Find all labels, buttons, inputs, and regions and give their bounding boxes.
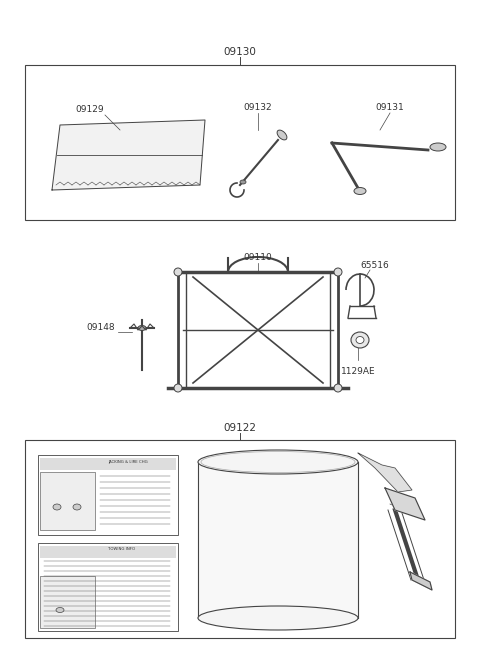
Ellipse shape (56, 607, 64, 612)
Bar (25, 65, 455, 220)
Text: 09131: 09131 (376, 103, 404, 113)
Text: 1129AE: 1129AE (341, 367, 375, 377)
Text: TOWING INFO: TOWING INFO (108, 547, 135, 551)
Bar (40, 472, 95, 530)
Polygon shape (410, 572, 432, 590)
Ellipse shape (356, 337, 364, 343)
Polygon shape (52, 120, 205, 190)
Ellipse shape (174, 268, 182, 276)
Polygon shape (198, 462, 358, 618)
Text: 09122: 09122 (224, 423, 256, 433)
Bar (38, 543, 178, 631)
Ellipse shape (198, 606, 358, 630)
Bar (38, 455, 178, 535)
Text: 65516: 65516 (360, 261, 389, 269)
Text: 09130: 09130 (224, 47, 256, 57)
Polygon shape (358, 453, 412, 492)
Ellipse shape (430, 143, 446, 151)
Ellipse shape (354, 187, 366, 195)
Ellipse shape (334, 384, 342, 392)
Text: 09110: 09110 (244, 253, 272, 263)
Ellipse shape (351, 332, 369, 348)
Bar (40, 576, 95, 628)
Text: 09129: 09129 (76, 105, 104, 115)
Bar (40, 458, 176, 470)
Text: 09148: 09148 (86, 324, 115, 333)
Ellipse shape (240, 180, 246, 184)
Ellipse shape (198, 450, 358, 474)
Ellipse shape (73, 504, 81, 510)
Ellipse shape (138, 326, 146, 331)
Ellipse shape (334, 268, 342, 276)
Text: JACKING & LIRE CHG: JACKING & LIRE CHG (108, 460, 148, 464)
Bar (25, 440, 455, 638)
Polygon shape (385, 488, 425, 520)
Ellipse shape (53, 504, 61, 510)
Bar (40, 546, 176, 558)
Ellipse shape (174, 384, 182, 392)
Ellipse shape (277, 130, 287, 140)
Text: 09132: 09132 (244, 103, 272, 113)
